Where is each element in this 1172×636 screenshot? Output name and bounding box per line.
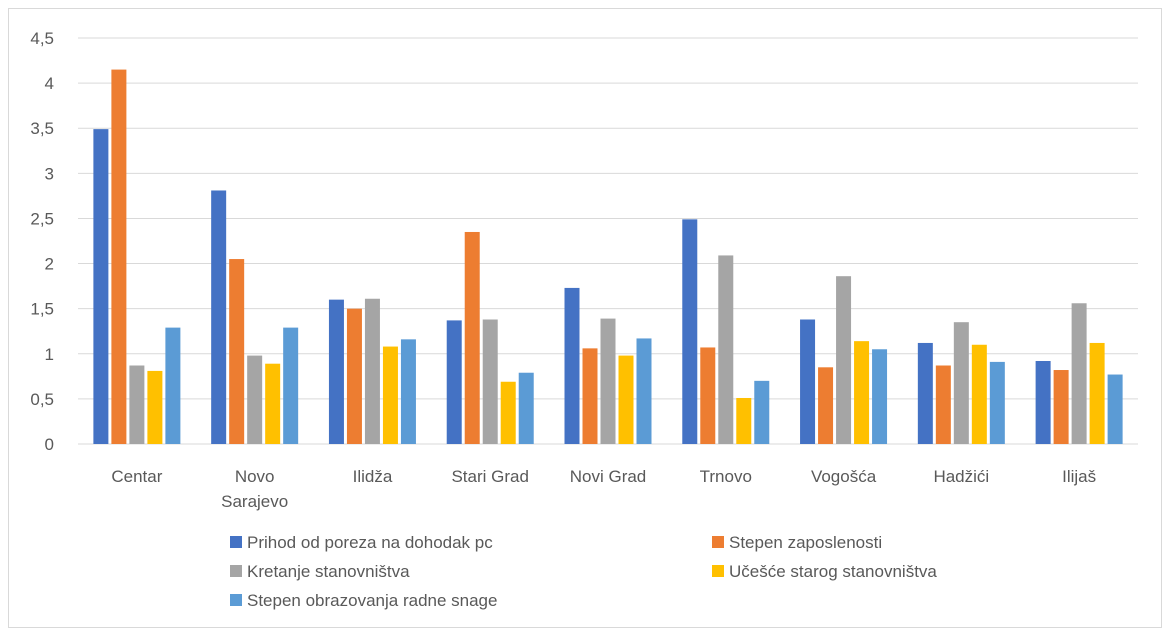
legend-label: Stepen obrazovanja radne snage bbox=[247, 591, 497, 610]
bar bbox=[917, 342, 933, 444]
x-tick-label: Novo bbox=[235, 467, 275, 486]
y-tick-label: 4,5 bbox=[30, 29, 54, 48]
legend-label: Stepen zaposlenosti bbox=[729, 533, 882, 552]
bar bbox=[93, 129, 109, 444]
x-tick-label: Ilidža bbox=[353, 467, 393, 486]
bar bbox=[935, 365, 951, 444]
legend-swatch bbox=[230, 536, 242, 548]
bar bbox=[1071, 303, 1087, 444]
bar bbox=[1053, 370, 1069, 444]
chart-area bbox=[8, 8, 1162, 628]
legend-swatch bbox=[230, 565, 242, 577]
x-tick-label: Novi Grad bbox=[570, 467, 647, 486]
x-tick-label: Hadžići bbox=[933, 467, 989, 486]
bar bbox=[718, 255, 734, 444]
x-tick-label: Centar bbox=[111, 467, 162, 486]
x-tick-label: Vogošća bbox=[811, 467, 877, 486]
x-tick-label: Trnovo bbox=[700, 467, 752, 486]
bar bbox=[736, 397, 752, 444]
bar bbox=[482, 319, 498, 444]
bar bbox=[111, 69, 127, 445]
bar bbox=[971, 344, 987, 444]
bar bbox=[1089, 342, 1105, 444]
bar bbox=[328, 299, 344, 444]
x-tick-label: Ilijaš bbox=[1062, 467, 1096, 486]
y-tick-label: 2,5 bbox=[30, 209, 54, 228]
y-tick-label: 0 bbox=[45, 435, 54, 454]
bar bbox=[518, 372, 534, 444]
y-tick-label: 1,5 bbox=[30, 300, 54, 319]
bar bbox=[147, 370, 163, 444]
y-tick-label: 2 bbox=[45, 255, 54, 274]
bar bbox=[600, 318, 616, 444]
bar bbox=[564, 287, 580, 444]
bar bbox=[818, 367, 834, 444]
bar bbox=[700, 347, 716, 444]
legend-label: Kretanje stanovništva bbox=[247, 562, 410, 581]
bar bbox=[346, 308, 362, 444]
legend-swatch bbox=[712, 565, 724, 577]
bar bbox=[400, 339, 416, 444]
bar bbox=[872, 349, 888, 444]
legend-swatch bbox=[712, 536, 724, 548]
x-tick-label: Stari Grad bbox=[451, 467, 528, 486]
bar bbox=[283, 327, 299, 444]
y-tick-label: 3,5 bbox=[30, 119, 54, 138]
bar bbox=[165, 327, 181, 444]
bar bbox=[247, 355, 263, 444]
bar bbox=[854, 341, 870, 444]
bar bbox=[618, 355, 634, 444]
bar bbox=[754, 380, 770, 444]
bar bbox=[382, 346, 398, 444]
bar bbox=[582, 348, 598, 444]
bar bbox=[500, 381, 516, 444]
bar bbox=[229, 259, 245, 444]
bar bbox=[800, 319, 816, 444]
bar bbox=[464, 231, 480, 444]
legend-label: Učešće starog stanovništva bbox=[729, 562, 937, 581]
bar bbox=[129, 365, 145, 444]
bar bbox=[446, 320, 462, 444]
bar bbox=[682, 219, 698, 444]
legend-label: Prihod od poreza na dohodak pc bbox=[247, 533, 493, 552]
y-tick-label: 4 bbox=[45, 74, 54, 93]
bar bbox=[989, 361, 1005, 444]
bar bbox=[211, 190, 227, 444]
bar bbox=[953, 322, 969, 444]
bar bbox=[636, 338, 652, 444]
bar bbox=[836, 276, 852, 444]
y-tick-label: 3 bbox=[45, 164, 54, 183]
bar bbox=[265, 363, 281, 444]
x-tick-label: Sarajevo bbox=[221, 492, 288, 511]
y-tick-label: 0,5 bbox=[30, 390, 54, 409]
bar bbox=[1107, 374, 1123, 444]
legend-swatch bbox=[230, 594, 242, 606]
y-tick-label: 1 bbox=[45, 345, 54, 364]
bar bbox=[364, 298, 380, 444]
bar bbox=[1035, 360, 1051, 444]
